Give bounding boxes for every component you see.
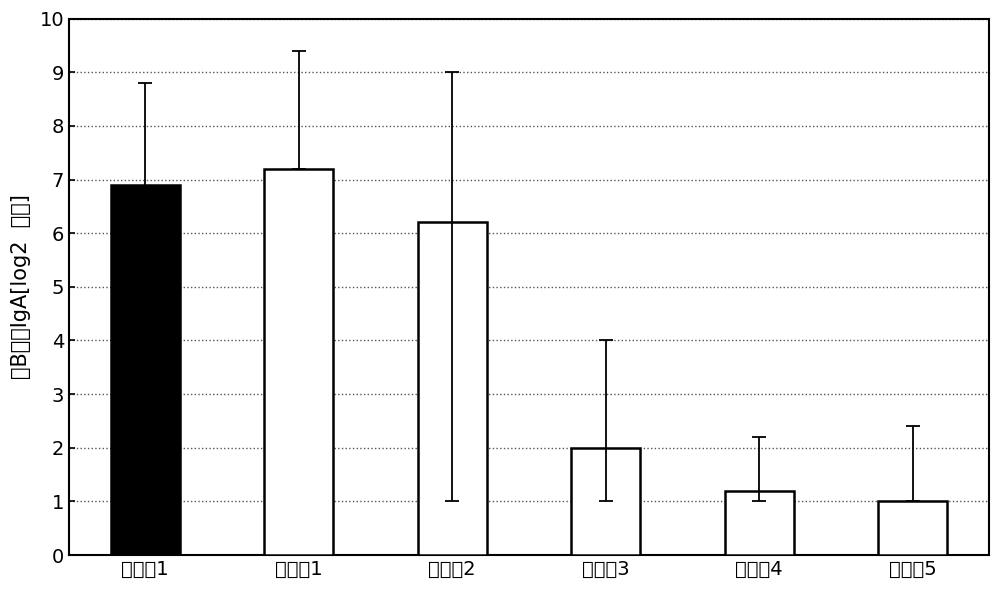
Bar <box>111 185 180 555</box>
Bar <box>418 222 487 555</box>
Bar <box>725 491 794 555</box>
Y-axis label: 抗B粘膜IgA[log2  效价]: 抗B粘膜IgA[log2 效价] <box>11 194 31 379</box>
Bar <box>878 502 947 555</box>
Bar <box>264 169 333 555</box>
Bar <box>571 448 640 555</box>
